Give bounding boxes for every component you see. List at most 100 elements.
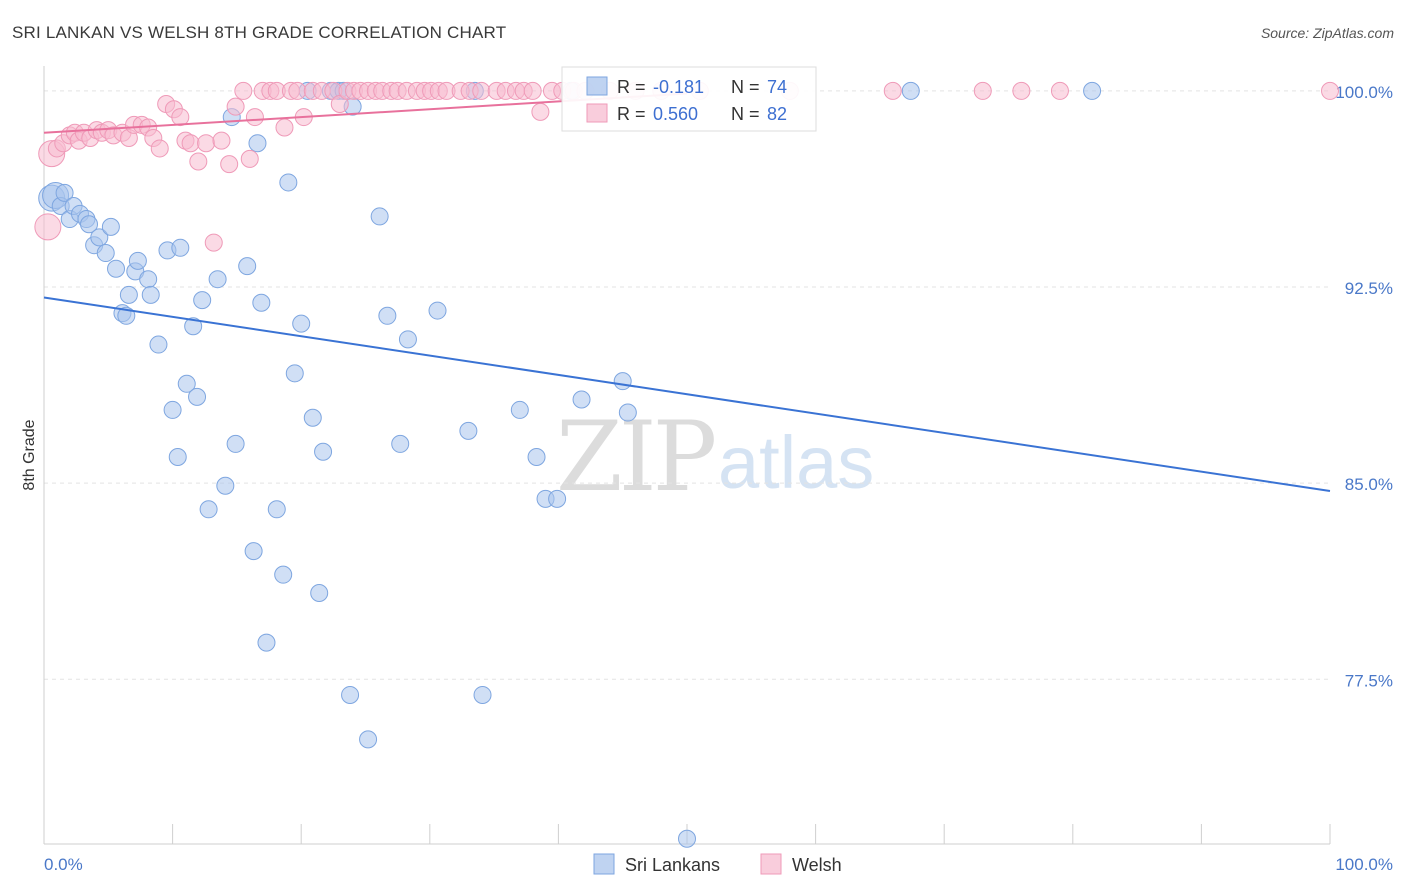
y-tick-labels: 100.0% 92.5% 85.0% 77.5% (1335, 83, 1393, 690)
point-sri-lankans-62 (473, 685, 492, 704)
point-sri-lankans-19 (139, 270, 158, 289)
point-welsh-39 (288, 81, 307, 100)
point-sri-lankans-29 (193, 291, 212, 310)
stats-legend: R = -0.181 N = 74 R = 0.560 N = 82 (561, 66, 817, 132)
point-welsh-61 (472, 81, 491, 100)
stats-n-label-sri-lankans: N = (731, 77, 760, 97)
point-welsh-22 (171, 108, 190, 127)
y-tick-label-1: 92.5% (1345, 279, 1393, 298)
point-sri-lankans-66 (548, 489, 567, 508)
point-welsh-66 (523, 81, 542, 100)
legend-swatch-sri-lankans (593, 853, 615, 875)
chart-source: Source: ZipAtlas.com (1261, 25, 1394, 41)
point-sri-lankans-16 (119, 285, 138, 304)
x-tick-labels: 0.0% 100.0% (44, 855, 1393, 874)
stats-n-value-welsh: 82 (767, 104, 787, 124)
point-sri-lankans-46 (303, 408, 322, 427)
point-welsh-81 (1321, 81, 1339, 100)
gridlines (44, 90, 1330, 680)
point-welsh-0 (34, 213, 62, 241)
trend-line-sri-lankans (43, 296, 1331, 492)
point-sri-lankans-59 (428, 301, 447, 320)
point-welsh-77 (883, 81, 902, 100)
point-sri-lankans-13 (107, 259, 126, 278)
watermark-zip: ZIP (556, 401, 715, 513)
point-welsh-79 (1012, 81, 1031, 100)
point-sri-lankans-36 (244, 542, 263, 561)
x-tick-label-0: 0.0% (44, 855, 83, 874)
point-welsh-27 (204, 233, 223, 252)
point-sri-lankans-31 (208, 270, 227, 289)
point-welsh-80 (1050, 81, 1069, 100)
stats-r-label-welsh: R = (617, 104, 646, 124)
point-sri-lankans-23 (163, 400, 182, 419)
point-sri-lankans-12 (101, 217, 120, 236)
point-sri-lankans-40 (267, 500, 286, 519)
point-sri-lankans-27 (184, 317, 203, 336)
point-sri-lankans-47 (310, 583, 329, 602)
point-welsh-28 (212, 131, 231, 150)
point-sri-lankans-38 (252, 293, 271, 312)
watermark-atlas: atlas (718, 421, 874, 504)
watermark: ZIP atlas (556, 401, 874, 513)
y-tick-label-3: 77.5% (1345, 671, 1393, 690)
point-welsh-29 (220, 155, 239, 174)
x-tick-label-1: 100.0% (1335, 855, 1393, 874)
point-sri-lankans-11 (96, 244, 115, 263)
point-sri-lankans-21 (149, 335, 168, 354)
point-welsh-25 (189, 152, 208, 171)
point-sri-lankans-64 (527, 448, 546, 466)
stats-r-value-welsh: 0.560 (653, 104, 698, 124)
point-welsh-67 (531, 102, 550, 121)
point-sri-lankans-32 (216, 476, 235, 495)
point-sri-lankans-34 (226, 434, 245, 453)
point-welsh-19 (150, 139, 169, 158)
point-sri-lankans-39 (257, 633, 276, 652)
point-sri-lankans-70 (618, 403, 637, 422)
point-welsh-32 (240, 149, 259, 168)
chart-title: SRI LANKAN VS WELSH 8TH GRADE CORRELATIO… (12, 23, 506, 42)
y-tick-label-2: 85.0% (1345, 475, 1393, 494)
point-welsh-24 (181, 134, 200, 153)
point-sri-lankans-73 (1083, 81, 1102, 100)
point-sri-lankans-8 (80, 215, 99, 234)
stats-r-label-sri-lankans: R = (617, 77, 646, 97)
point-sri-lankans-52 (341, 685, 360, 704)
y-axis-label: 8th Grade (21, 419, 38, 490)
axes (43, 66, 1331, 845)
point-welsh-26 (197, 134, 216, 153)
point-sri-lankans-41 (274, 565, 293, 584)
point-sri-lankans-20 (141, 285, 160, 304)
point-welsh-78 (973, 81, 992, 100)
point-sri-lankans-25 (171, 238, 190, 257)
point-welsh-33 (245, 108, 264, 127)
point-sri-lankans-71 (678, 829, 696, 848)
point-sri-lankans-43 (285, 364, 304, 383)
point-sri-lankans-69 (613, 372, 632, 391)
stats-swatch-welsh (586, 103, 608, 123)
point-sri-lankans-56 (378, 306, 397, 325)
point-sri-lankans-30 (199, 500, 218, 519)
point-sri-lankans-37 (248, 134, 267, 153)
point-sri-lankans-18 (128, 251, 147, 270)
point-sri-lankans-55 (370, 207, 389, 226)
legend-label-sri-lankans: Sri Lankans (625, 855, 720, 875)
legend-swatch-welsh (760, 853, 782, 875)
stats-n-label-welsh: N = (731, 104, 760, 124)
point-sri-lankans-42 (279, 173, 298, 192)
point-sri-lankans-60 (459, 421, 478, 440)
point-sri-lankans-35 (238, 257, 257, 276)
point-welsh-31 (234, 81, 253, 100)
point-sri-lankans-3 (55, 183, 74, 202)
point-sri-lankans-28 (188, 387, 207, 406)
series-legend: Sri Lankans Welsh (593, 853, 842, 875)
stats-r-value-sri-lankans: -0.181 (653, 77, 704, 97)
point-sri-lankans-72 (901, 81, 920, 100)
point-sri-lankans-10 (90, 228, 109, 247)
point-sri-lankans-44 (292, 314, 311, 333)
point-sri-lankans-15 (117, 306, 136, 325)
point-sri-lankans-24 (168, 448, 187, 466)
stats-swatch-sri-lankans (586, 76, 608, 96)
point-sri-lankans-48 (314, 442, 333, 461)
